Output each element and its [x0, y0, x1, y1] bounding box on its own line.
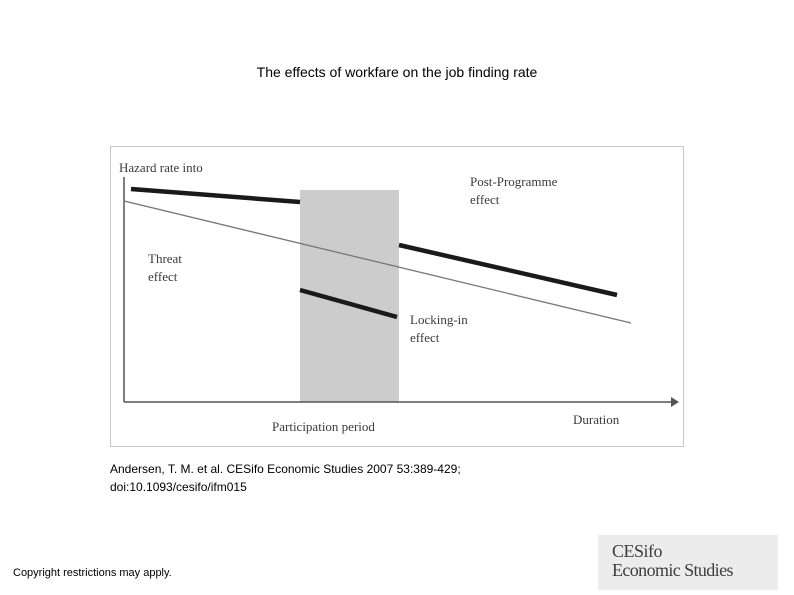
- diagram-canvas: Hazard rate into Post-Programme effect T…: [119, 160, 679, 434]
- slide-title: The effects of workfare on the job findi…: [256, 64, 538, 80]
- y-axis-label: Hazard rate into: [119, 160, 203, 175]
- logo-line-2: Economic Studies: [612, 560, 733, 580]
- threat-label-2: effect: [148, 269, 178, 284]
- citation-line-1: Andersen, T. M. et al. CESifo Economic S…: [110, 462, 461, 476]
- logo-line-1: CESifo: [612, 541, 663, 561]
- post-programme-label-2: effect: [470, 192, 500, 207]
- baseline-hazard-line: [123, 200, 632, 324]
- locking-in-line: [299, 287, 398, 320]
- x-axis-arrowhead: [671, 397, 679, 407]
- journal-logo: CESifo Economic Studies: [598, 535, 778, 590]
- threat-label-1: Threat: [148, 251, 182, 266]
- workfare-diagram: Hazard rate into Post-Programme effect T…: [110, 146, 684, 447]
- citation-line-2: doi:10.1093/cesifo/ifm015: [110, 480, 247, 494]
- copyright-notice: Copyright restrictions may apply.: [13, 567, 172, 579]
- citation: Andersen, T. M. et al. CESifo Economic S…: [110, 460, 461, 496]
- x-axis-label: Duration: [573, 412, 620, 427]
- post-programme-label-1: Post-Programme: [470, 174, 558, 189]
- locking-in-label-2: effect: [410, 330, 440, 345]
- participation-period-label: Participation period: [272, 419, 375, 434]
- post-programme-line: [398, 242, 618, 298]
- locking-in-label-1: Locking-in: [410, 312, 468, 327]
- pre-participation-line: [130, 186, 301, 205]
